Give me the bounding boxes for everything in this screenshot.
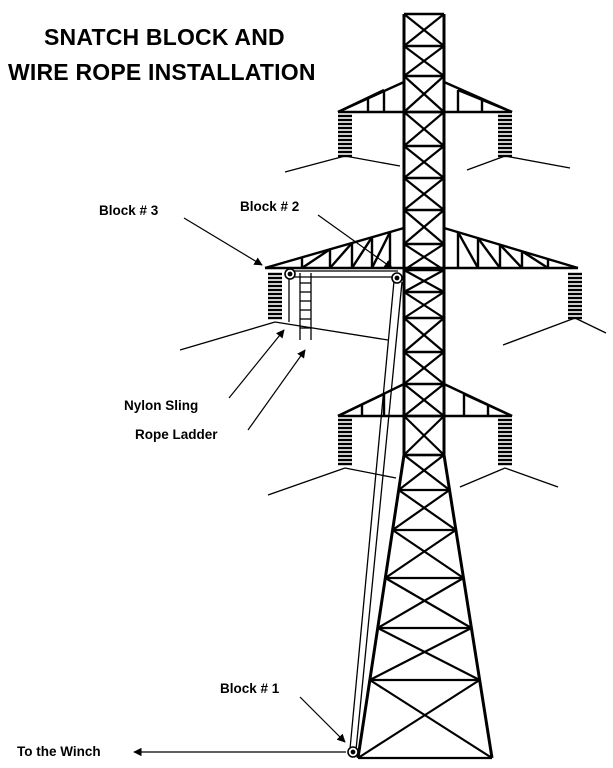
rope-ladder <box>299 273 312 340</box>
title-line-1: SNATCH BLOCK AND <box>44 24 285 50</box>
label-rope-ladder: Rope Ladder <box>135 427 218 442</box>
arrow-nylon-sling <box>228 329 285 399</box>
label-block-3: Block # 3 <box>99 203 159 218</box>
label-to-the-winch: To the Winch <box>17 744 101 759</box>
arrow-block-1 <box>299 696 346 743</box>
label-nylon-sling: Nylon Sling <box>124 398 199 413</box>
transmission-tower <box>264 12 579 760</box>
snatch-block-1 <box>347 746 359 758</box>
insulator-strings <box>268 114 582 466</box>
leader-arrows <box>133 214 393 757</box>
snatch-block-2 <box>391 272 403 284</box>
label-block-2: Block # 2 <box>240 199 300 214</box>
label-block-1: Block # 1 <box>220 681 280 696</box>
conductor-lines <box>179 155 607 496</box>
snatch-block-3 <box>284 268 296 280</box>
arrow-block-3 <box>183 217 263 266</box>
arrow-rope-ladder <box>247 349 306 431</box>
title-line-2: WIRE ROPE INSTALLATION <box>8 59 316 85</box>
arrow-block-2 <box>317 214 393 269</box>
wire-rope <box>288 270 403 751</box>
